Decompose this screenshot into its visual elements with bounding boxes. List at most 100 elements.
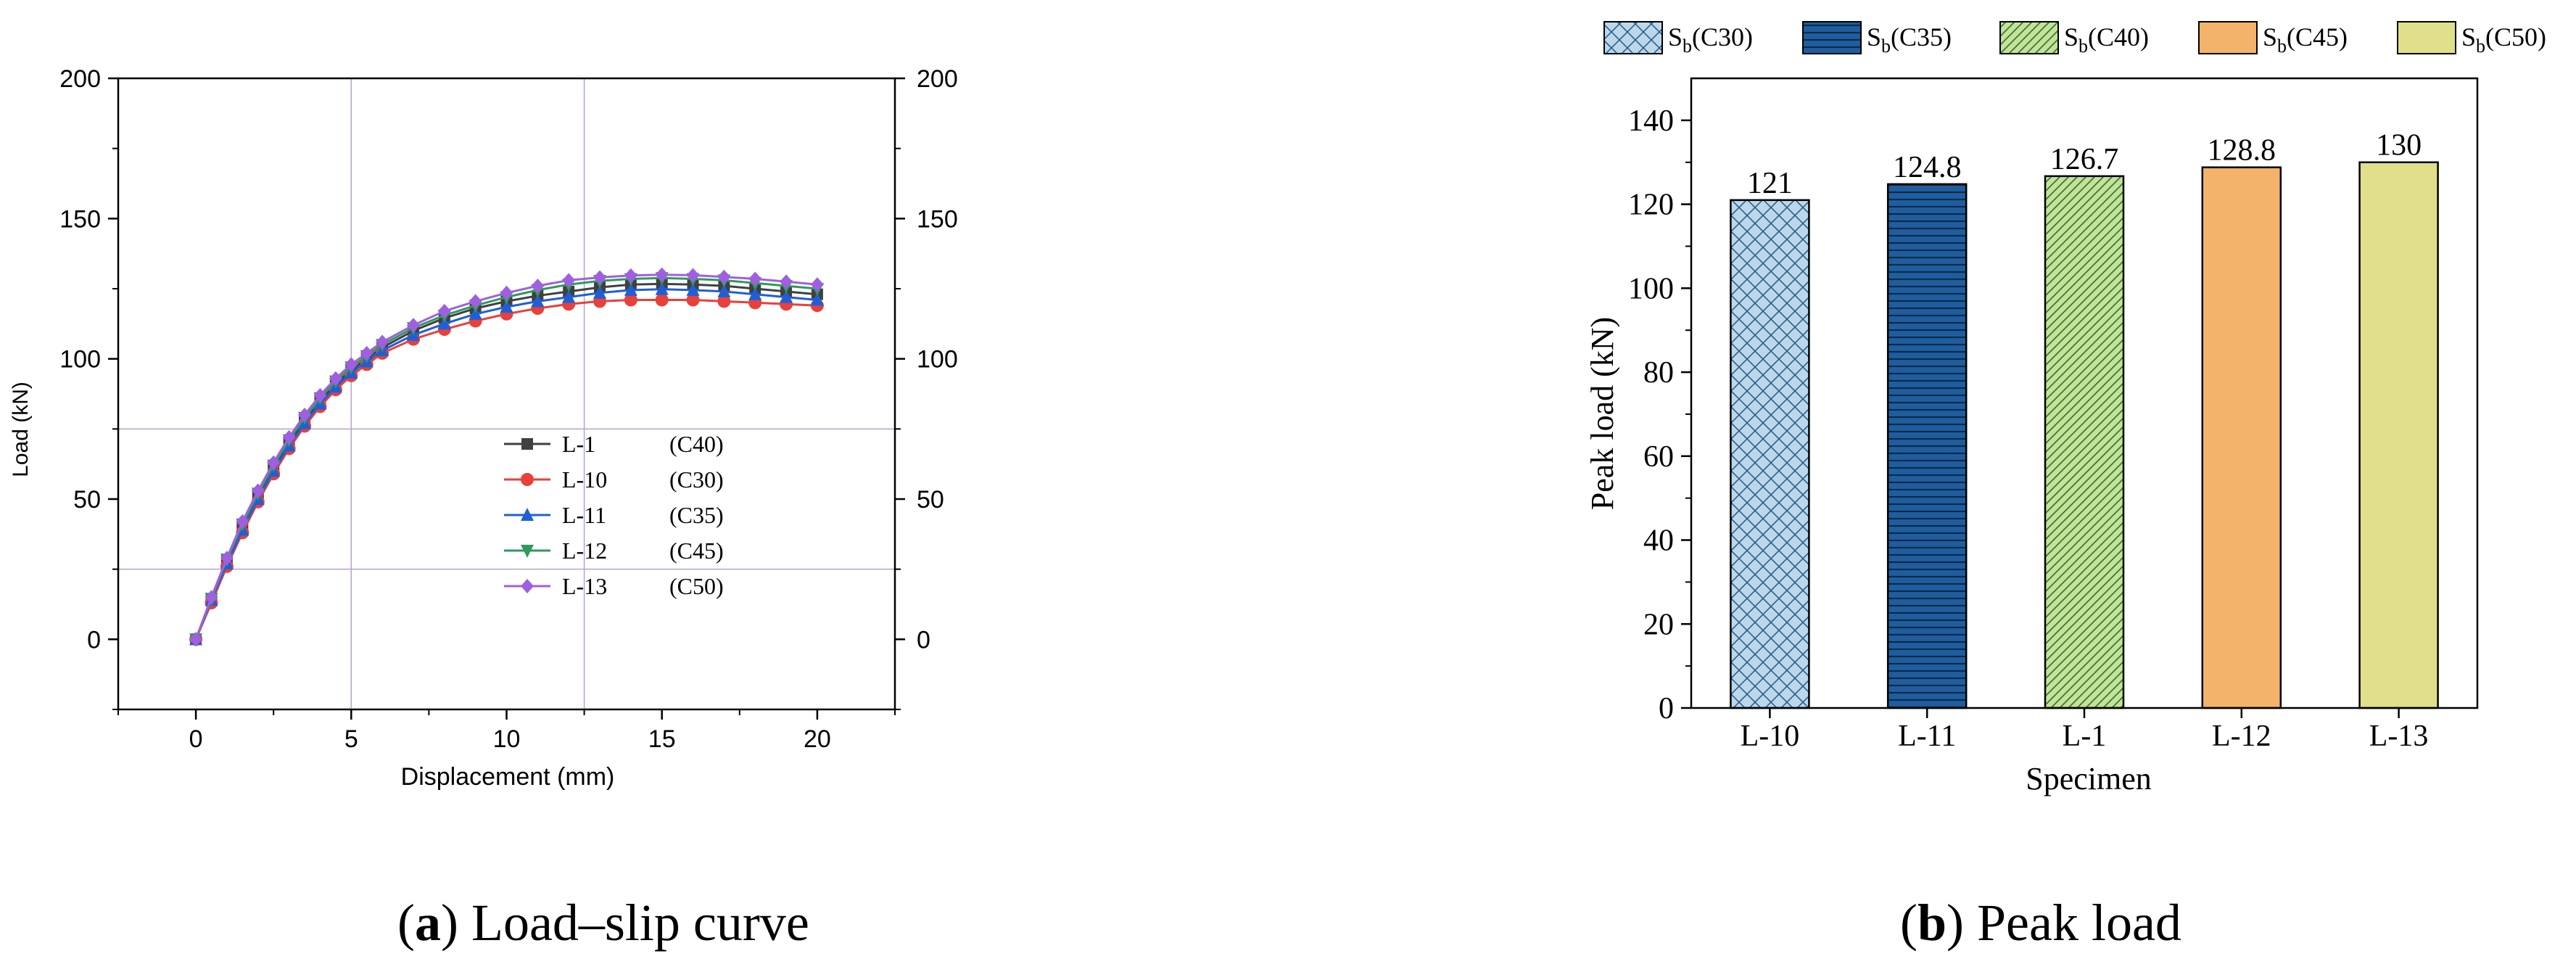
legend-label: Sb(C30) xyxy=(1668,22,1753,57)
caption-b: (b) Peak load xyxy=(1900,894,2181,952)
data-point xyxy=(655,267,669,282)
legend-item: L-11 (C35) xyxy=(504,502,724,528)
data-point xyxy=(686,268,700,283)
legend-marker xyxy=(521,579,534,593)
legend: L-1 (C40) L-10 (C30) L-11 (C35) L-12 (C45) L-13 (… xyxy=(504,431,724,599)
caption-a: (a) Load–slip curve xyxy=(397,894,809,952)
series-L-11 xyxy=(189,281,824,646)
y-tick-label: 80 xyxy=(1643,356,1674,390)
legend-item: L-10 (C30) xyxy=(504,466,724,493)
data-point xyxy=(282,429,296,445)
peak-load-chart: Sb(C30) Sb(C35) Sb(C40) Sb(C45) Sb(C50) 121 1… xyxy=(1585,21,2546,796)
legend-label: Sb(C50) xyxy=(2461,22,2546,57)
series-L-13 xyxy=(189,267,824,647)
data-point xyxy=(205,590,218,605)
data-point xyxy=(655,293,669,307)
x-tick-label: 5 xyxy=(344,725,358,753)
legend-marker xyxy=(521,473,534,486)
data-point xyxy=(220,551,234,566)
legend-name: L-11 xyxy=(562,502,606,528)
legend-grade: (C50) xyxy=(669,573,724,599)
legend-name: L-13 xyxy=(562,573,607,599)
x-tick-label: L-13 xyxy=(2369,720,2429,753)
legend-name: L-10 xyxy=(562,466,607,493)
data-point xyxy=(437,316,451,330)
legend-item: L-1 (C40) xyxy=(504,431,724,457)
data-point xyxy=(562,289,576,303)
x-tick-label: L-11 xyxy=(1898,720,1956,753)
y-tick-label: 20 xyxy=(1643,608,1674,641)
y-tick-label: 0 xyxy=(87,626,101,654)
legend-grade: (C35) xyxy=(669,502,724,528)
legend-grade: (C45) xyxy=(669,538,724,564)
legend-name: L-12 xyxy=(562,538,607,564)
data-point xyxy=(344,357,358,372)
data-point xyxy=(686,282,700,296)
x-tick-label: 10 xyxy=(493,725,521,753)
data-point xyxy=(593,285,607,299)
data-point xyxy=(810,277,824,292)
legend-marker xyxy=(521,545,534,558)
data-point xyxy=(376,334,389,350)
bars-layer: 121 124.8 126.7 128.8 130 xyxy=(1730,129,2439,709)
data-point xyxy=(593,270,607,285)
data-point xyxy=(531,294,545,308)
bar-L-10 xyxy=(1730,199,1810,709)
right-y-tick-label: 0 xyxy=(917,626,930,654)
data-point xyxy=(500,300,513,313)
right-y-tick-label: 100 xyxy=(917,346,958,374)
legend-label: Sb(C45) xyxy=(2263,22,2348,57)
legend-swatch xyxy=(1603,21,1663,54)
data-point xyxy=(468,294,482,309)
legend-grade: (C30) xyxy=(669,466,724,493)
series-line xyxy=(194,299,817,640)
data-point xyxy=(717,295,731,308)
x-axis-label: Specimen xyxy=(2026,761,2152,796)
series-L-10 xyxy=(189,293,824,646)
y-axis-label: Peak load (kN) xyxy=(1585,317,1620,510)
legend-item: Sb(C30) xyxy=(1603,21,1753,57)
right-y-tick-label: 150 xyxy=(917,205,958,233)
y-tick-label: 40 xyxy=(1643,524,1674,558)
plot-frame xyxy=(117,77,896,711)
data-point xyxy=(298,408,312,422)
data-point xyxy=(267,455,281,470)
data-point xyxy=(251,483,265,498)
data-point xyxy=(236,514,249,529)
bar-L-12 xyxy=(2201,166,2282,709)
bar-value-label: 130 xyxy=(2376,129,2422,162)
data-point xyxy=(437,303,451,318)
x-tick-label: L-10 xyxy=(1741,720,1800,753)
data-point xyxy=(624,268,637,283)
y-tick-label: 120 xyxy=(1628,189,1674,222)
data-point xyxy=(810,292,824,306)
data-point xyxy=(780,274,793,289)
bar-L-11 xyxy=(1886,183,1968,709)
x-tick-label: L-12 xyxy=(2212,720,2271,753)
plot-border xyxy=(117,77,896,711)
x-axis-label: Displacement (mm) xyxy=(401,763,615,791)
data-point xyxy=(189,632,203,647)
bar-value-label: 126.7 xyxy=(2050,143,2119,176)
legend-item: Sb(C50) xyxy=(2397,21,2546,57)
data-point xyxy=(624,293,637,307)
data-point xyxy=(717,284,731,297)
legend-item: Sb(C40) xyxy=(1999,21,2149,57)
legend-label: Sb(C40) xyxy=(2064,22,2149,57)
legend-swatch xyxy=(2198,21,2258,54)
data-point xyxy=(624,282,637,296)
caption-a-letter: a xyxy=(415,894,441,952)
bar-value-label: 121 xyxy=(1747,167,1793,200)
legend-swatch xyxy=(1802,21,1862,54)
right-y-tick-label: 200 xyxy=(917,65,958,93)
y-tick-label: 0 xyxy=(1659,692,1674,725)
series-layer xyxy=(189,267,824,647)
y-tick-label: 140 xyxy=(1628,104,1674,138)
caption-b-letter: b xyxy=(1917,894,1947,952)
legend-marker xyxy=(521,438,533,450)
data-point xyxy=(406,318,420,333)
x-tick-label: 15 xyxy=(648,725,676,753)
data-point xyxy=(748,271,762,287)
